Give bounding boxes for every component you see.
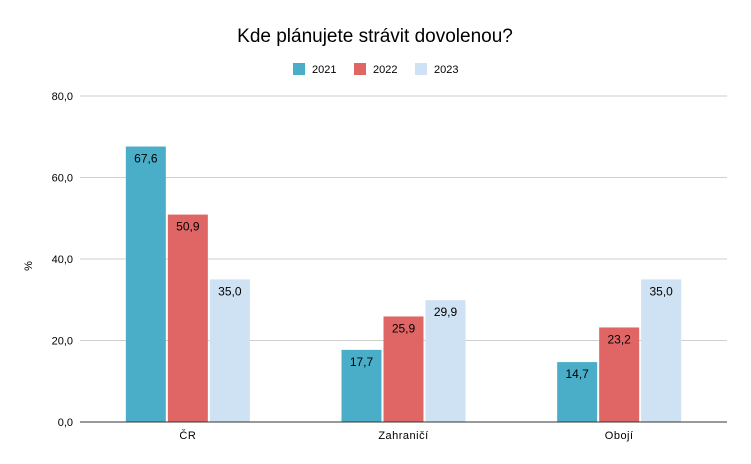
data-label: 35,0 — [218, 284, 242, 298]
legend: 2021 2022 2023 — [293, 63, 458, 76]
bar — [167, 214, 208, 422]
data-label: 23,2 — [607, 332, 631, 346]
x-category-label: ČR — [179, 429, 196, 442]
bar — [125, 146, 166, 422]
chart-title: Kde plánujete strávit dovolenou? — [237, 26, 513, 47]
bar — [557, 362, 598, 422]
data-label: 14,7 — [565, 367, 589, 381]
data-label: 29,9 — [434, 305, 458, 319]
legend-swatch — [354, 63, 366, 75]
bar — [209, 279, 250, 422]
legend-swatch — [415, 63, 427, 75]
y-tick-label: 80,0 — [52, 91, 73, 103]
data-label: 35,0 — [649, 284, 673, 298]
y-tick-label: 60,0 — [52, 173, 73, 185]
bar — [641, 279, 682, 422]
data-label: 67,6 — [134, 152, 158, 166]
bar — [425, 300, 466, 422]
x-axis-categories: ČR Zahraničí Obojí — [179, 429, 633, 442]
x-category-label: Zahraničí — [378, 430, 428, 442]
bar — [599, 327, 640, 422]
bar — [383, 316, 424, 422]
y-tick-label: 0,0 — [58, 417, 73, 429]
legend-label: 2023 — [434, 64, 458, 76]
data-label: 50,9 — [176, 220, 200, 234]
legend-label: 2022 — [373, 64, 397, 76]
data-label: 25,9 — [392, 321, 416, 335]
bar — [341, 349, 382, 422]
data-label: 17,7 — [350, 355, 374, 369]
y-tick-label: 20,0 — [52, 336, 73, 348]
legend-label: 2021 — [312, 64, 336, 76]
x-category-label: Obojí — [605, 430, 634, 442]
legend-swatch — [293, 63, 305, 75]
bars — [125, 146, 682, 422]
data-labels: 67,6 50,9 35,0 17,7 25,9 29,9 14,7 23,2 35,0 — [134, 152, 673, 382]
y-axis-ticks: 0,0 20,0 40,0 60,0 80,0 — [52, 91, 73, 429]
y-axis-label: % — [23, 261, 35, 271]
y-tick-label: 40,0 — [52, 254, 73, 266]
